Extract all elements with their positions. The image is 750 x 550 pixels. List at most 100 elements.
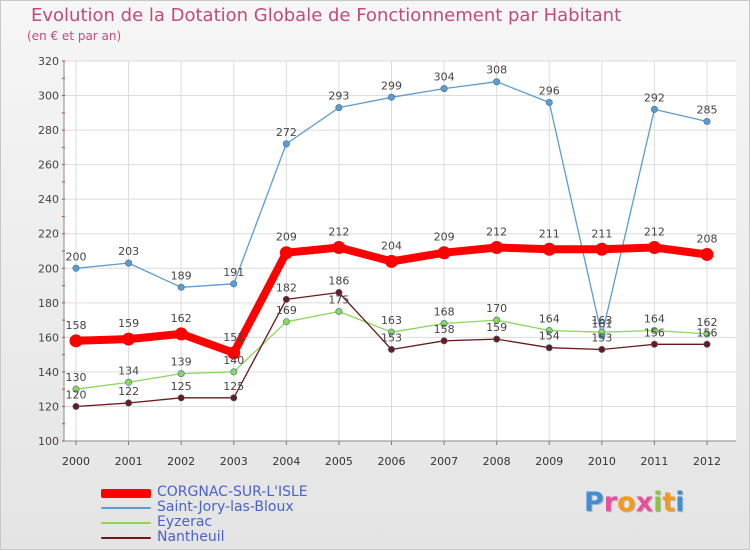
data-point-eyzerac	[282, 318, 290, 326]
data-point-saint-jory	[335, 104, 343, 112]
data-label-saint-jory: 272	[276, 126, 297, 139]
data-point-nantheuil	[282, 295, 290, 303]
data-label-nantheuil: 153	[591, 331, 612, 344]
data-label-saint-jory: 191	[223, 266, 244, 279]
data-point-eyzerac	[545, 326, 553, 334]
data-label-eyzerac: 139	[171, 356, 192, 369]
data-point-saint-jory	[387, 93, 395, 101]
data-point-eyzerac	[387, 328, 395, 336]
x-tick-label: 2009	[535, 455, 563, 468]
x-tick-label: 2003	[220, 455, 248, 468]
data-label-corgnac: 204	[381, 239, 402, 252]
data-label-nantheuil: 153	[381, 331, 402, 344]
x-tick-label: 2012	[693, 455, 721, 468]
x-tick-label: 2006	[378, 455, 406, 468]
data-label-eyzerac: 169	[276, 304, 297, 317]
data-point-eyzerac	[230, 368, 238, 376]
legend-swatch	[101, 488, 151, 498]
data-label-nantheuil: 154	[539, 330, 560, 343]
data-label-saint-jory: 293	[328, 90, 349, 103]
y-tick-label: 220	[38, 228, 59, 241]
data-label-corgnac: 159	[118, 317, 139, 330]
data-point-nantheuil	[230, 394, 238, 402]
data-point-nantheuil	[72, 402, 80, 410]
x-tick-label: 2002	[167, 455, 195, 468]
data-point-saint-jory	[125, 259, 133, 267]
data-label-eyzerac: 162	[697, 316, 718, 329]
y-tick-label: 260	[38, 159, 59, 172]
legend-swatch	[101, 537, 151, 539]
data-label-eyzerac: 163	[591, 314, 612, 327]
data-label-saint-jory: 296	[539, 84, 560, 97]
data-label-corgnac: 211	[591, 227, 612, 240]
logo-letter: i	[653, 487, 663, 518]
data-point-corgnac	[542, 242, 556, 256]
data-point-corgnac	[174, 327, 188, 341]
data-label-nantheuil: 125	[171, 380, 192, 393]
x-tick-label: 2011	[640, 455, 668, 468]
y-tick-label: 180	[38, 297, 59, 310]
y-tick-label: 140	[38, 366, 59, 379]
x-tick-label: 2008	[483, 455, 511, 468]
data-point-eyzerac	[650, 326, 658, 334]
data-label-saint-jory: 200	[66, 250, 87, 263]
data-point-eyzerac	[703, 330, 711, 338]
data-point-corgnac	[279, 246, 293, 260]
data-point-nantheuil	[650, 340, 658, 348]
data-point-saint-jory	[440, 85, 448, 93]
data-label-nantheuil: 125	[223, 380, 244, 393]
data-point-eyzerac	[335, 307, 343, 315]
data-point-eyzerac	[177, 370, 185, 378]
data-point-corgnac	[69, 334, 83, 348]
data-label-eyzerac: 168	[434, 306, 455, 319]
data-point-saint-jory	[650, 105, 658, 113]
y-tick-label: 300	[38, 90, 59, 103]
y-tick-label: 200	[38, 262, 59, 275]
data-label-eyzerac: 164	[644, 312, 665, 325]
x-tick-label: 2004	[272, 455, 300, 468]
data-point-nantheuil	[125, 399, 133, 407]
data-label-saint-jory: 285	[697, 103, 718, 116]
data-point-corgnac	[437, 246, 451, 260]
data-point-corgnac	[332, 241, 346, 255]
data-label-eyzerac: 134	[118, 364, 139, 377]
legend-item-corgnac: CORGNAC-SUR-L'ISLE	[101, 484, 361, 500]
logo-letter: t	[662, 487, 676, 518]
data-point-eyzerac	[125, 378, 133, 386]
chart-legend: CORGNAC-SUR-L'ISLE Saint-Jory-las-Bloux Ey…	[101, 484, 361, 545]
data-point-corgnac	[647, 241, 661, 255]
legend-label: CORGNAC-SUR-L'ISLE	[157, 484, 308, 500]
data-label-nantheuil: 158	[434, 323, 455, 336]
y-tick-label: 160	[38, 331, 59, 344]
data-label-saint-jory: 299	[381, 79, 402, 92]
y-tick-label: 320	[38, 55, 59, 68]
data-point-eyzerac	[440, 320, 448, 328]
data-point-corgnac	[700, 247, 714, 261]
x-tick-label: 2005	[325, 455, 353, 468]
data-label-saint-jory: 203	[118, 245, 139, 258]
data-point-corgnac	[490, 241, 504, 255]
legend-label: Nantheuil	[157, 529, 225, 545]
logo-letter: P	[584, 487, 604, 518]
data-point-nantheuil	[440, 337, 448, 345]
data-label-saint-jory: 304	[434, 71, 455, 84]
proxiti-logo: Proxiti	[584, 487, 685, 518]
data-point-eyzerac	[493, 316, 501, 324]
x-tick-label: 2000	[62, 455, 90, 468]
data-point-corgnac	[122, 332, 136, 346]
data-label-nantheuil: 159	[486, 321, 507, 334]
data-point-nantheuil	[545, 344, 553, 352]
data-point-nantheuil	[387, 345, 395, 353]
data-point-eyzerac	[72, 385, 80, 393]
data-label-saint-jory: 161	[591, 318, 612, 331]
data-label-corgnac: 208	[697, 232, 718, 245]
data-label-eyzerac: 164	[539, 312, 560, 325]
data-label-corgnac: 209	[276, 231, 297, 244]
data-point-eyzerac	[598, 328, 606, 336]
data-label-corgnac: 151	[223, 331, 244, 344]
data-point-saint-jory	[72, 264, 80, 272]
logo-letter: x	[635, 487, 654, 518]
data-point-nantheuil	[335, 288, 343, 296]
